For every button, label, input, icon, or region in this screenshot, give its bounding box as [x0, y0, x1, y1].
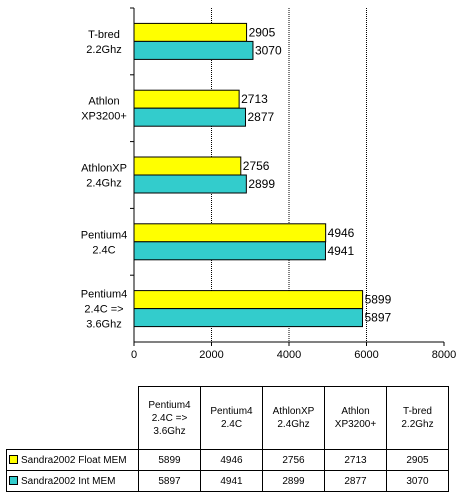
bar: [133, 223, 327, 243]
bar: [133, 174, 247, 194]
data-table: Pentium4 2.4C => 3.6Ghz Pentium4 2.4C AthlonX…: [6, 386, 449, 492]
table-cell: 2877: [324, 470, 387, 492]
table-cell: 3070: [386, 470, 449, 492]
data-label: 3070: [255, 43, 282, 57]
category-label: 2.4C: [92, 244, 115, 256]
table-cell: 5897: [138, 470, 201, 492]
data-label: 2899: [248, 177, 275, 191]
category-label: AthlonXP: [81, 163, 127, 175]
data-labels: 2905 3070 2713 2877 2756 2899 4946 4941 5899 5897: [241, 25, 391, 324]
x-tick-label: 6000: [354, 349, 378, 361]
table-row: Sandra2002 Int MEM 5897 4941 2899 2877 3070: [6, 470, 449, 492]
bar: [133, 308, 364, 328]
legend-swatch: [9, 454, 18, 464]
bar: [133, 156, 242, 176]
legend-label: Sandra2002 Int MEM: [6, 470, 139, 492]
table-row: Sandra2002 Float MEM 5899 4946 2756 2713 2905: [6, 449, 449, 471]
bar-chart: 0 2000 4000 6000 8000 T-bred 2.2Ghz Athlon XP32…: [81, 7, 456, 361]
table-column-header: AthlonXP 2.4Ghz: [262, 386, 325, 450]
table-cell: 2713: [324, 449, 387, 471]
table-corner: [7, 387, 139, 450]
category-label: 2.4C =>: [84, 304, 123, 316]
table-cell: 5899: [138, 449, 201, 471]
category-label: 3.6Ghz: [86, 319, 121, 331]
table-cell: 2905: [386, 449, 449, 471]
bar: [133, 290, 364, 310]
bar: [133, 22, 248, 42]
data-label: 2713: [241, 92, 268, 106]
category-label: 2.2Ghz: [86, 44, 121, 56]
data-label: 5897: [365, 311, 392, 325]
bar: [133, 40, 254, 60]
bar: [133, 89, 240, 109]
legend-label: Sandra2002 Float MEM: [6, 449, 139, 471]
x-tick-label: 4000: [277, 349, 301, 361]
category-label: T-bred: [88, 29, 120, 41]
legend-swatch: [9, 475, 18, 485]
category-label: Pentium4: [81, 229, 127, 241]
data-label: 2905: [249, 25, 276, 39]
data-label: 4946: [328, 226, 355, 240]
table-column-header: Pentium4 2.4C => 3.6Ghz: [138, 386, 201, 450]
table-cell: 4946: [200, 449, 263, 471]
x-tick-label: 0: [131, 349, 137, 361]
category-label: 2.4Ghz: [86, 178, 121, 190]
table-column-header: Athlon XP3200+: [324, 386, 387, 450]
bars: [133, 22, 364, 328]
axes: [130, 7, 445, 346]
data-label: 2877: [247, 110, 274, 124]
x-tick-labels: 0 2000 4000 6000 8000: [131, 349, 456, 361]
table-cell: 2756: [262, 449, 325, 471]
table-header-row: Pentium4 2.4C => 3.6Ghz Pentium4 2.4C AthlonX…: [7, 386, 449, 450]
data-label: 4941: [327, 244, 354, 258]
category-label: XP3200+: [81, 111, 127, 123]
table-cell: 2899: [262, 470, 325, 492]
category-label: Athlon: [88, 96, 119, 108]
data-label: 5899: [365, 293, 392, 307]
table-column-header: Pentium4 2.4C: [200, 386, 263, 450]
category-label: Pentium4: [81, 289, 127, 301]
x-tick-label: 2000: [199, 349, 223, 361]
bar: [133, 241, 326, 261]
table-column-header: T-bred 2.2Ghz: [386, 386, 449, 450]
x-tick-label: 8000: [432, 349, 456, 361]
category-labels: T-bred 2.2Ghz Athlon XP3200+ AthlonXP 2.4Ghz P…: [81, 29, 127, 331]
table-cell: 4941: [200, 470, 263, 492]
data-label: 2756: [243, 159, 270, 173]
bar: [133, 107, 246, 127]
